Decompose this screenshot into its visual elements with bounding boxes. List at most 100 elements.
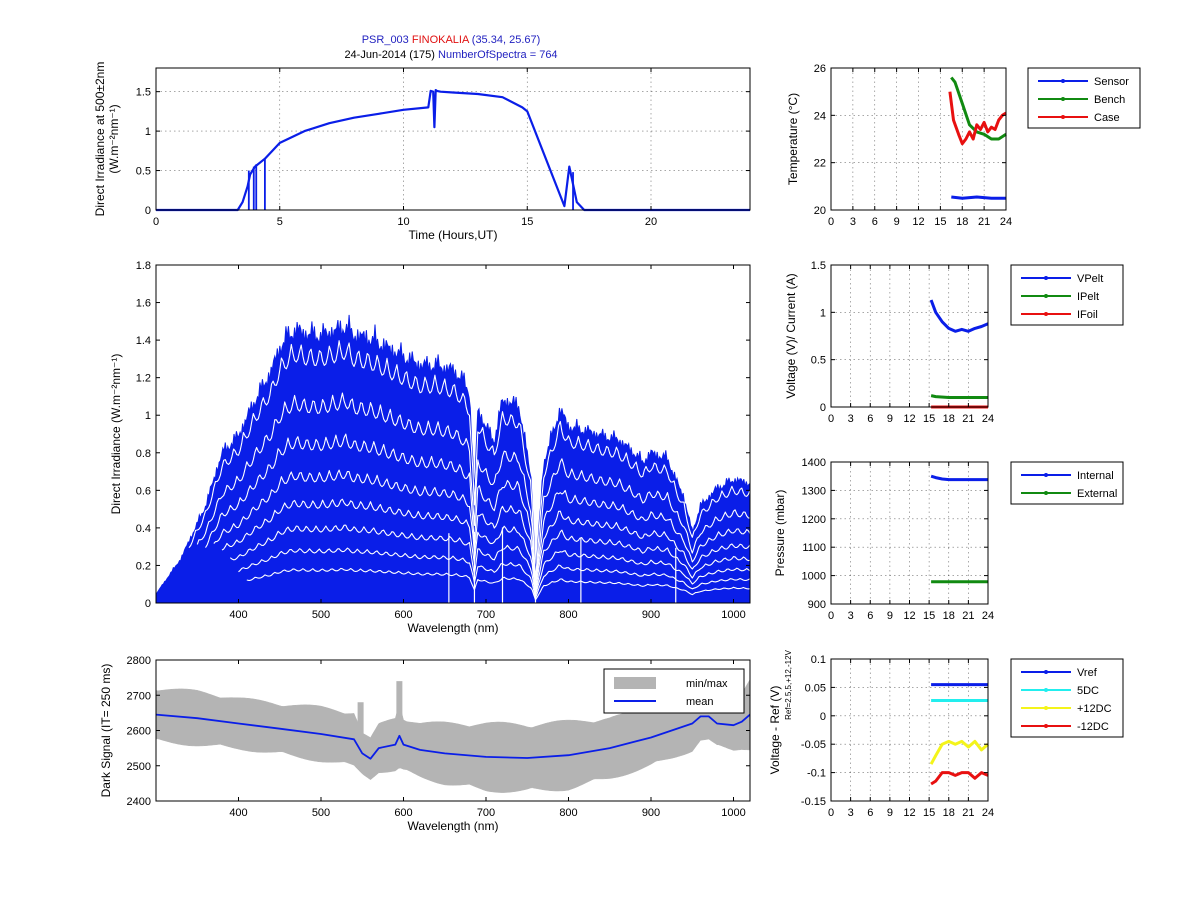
y-tick-label: 26 [814, 63, 826, 75]
x-tick-label: 12 [912, 216, 924, 228]
lower-spectrum-curve [205, 433, 751, 588]
plot-frame [155, 264, 751, 604]
y-tick-label: -0.1 [807, 768, 826, 780]
legend-marker [1044, 473, 1048, 477]
y-tick-label: 0.5 [136, 166, 151, 178]
series-internal [930, 474, 988, 482]
x-tick-label: 24 [982, 807, 994, 819]
legend-label-12dc: +12DC [1077, 703, 1112, 715]
x-tick-label: 12 [903, 413, 915, 425]
y-tick-label: 1300 [802, 485, 826, 497]
x-axis-label: Wavelength (nm) [408, 819, 499, 833]
y-tick-label: 0 [820, 711, 826, 723]
legend-marker [1044, 670, 1048, 674]
y-tick-label: 0.6 [136, 485, 151, 497]
legend-marker [1044, 294, 1048, 298]
lower-spectrum-curve [246, 567, 751, 601]
x-tick-label: 500 [312, 609, 330, 621]
legend-marker [1044, 706, 1048, 710]
x-tick-label: 800 [559, 807, 577, 819]
x-tick-label: 6 [867, 807, 873, 819]
y-tick-label: 1.5 [811, 260, 826, 272]
x-tick-label: 6 [872, 216, 878, 228]
y-tick-label: 22 [814, 158, 826, 170]
y-tick-label: 1 [145, 410, 151, 422]
legend-label-bench: Bench [1094, 94, 1125, 106]
legend-label-ifoil: IFoil [1077, 309, 1098, 321]
timeseries-panel: 0 5 10 15 20 0 0.5 1 1.5 Time (Hours,UT) Direct Ir… [93, 62, 751, 242]
y-tick-label: 0 [145, 598, 151, 610]
x-tick-label: 18 [943, 610, 955, 622]
series-case [948, 91, 1007, 146]
lower-spectrum-curve [221, 498, 751, 594]
figure-title-line2: 24-Jun-2014 (175) NumberOfSpectra = 764 [344, 49, 557, 61]
x-tick-label: 9 [887, 807, 893, 819]
spectra-envelope [155, 314, 751, 604]
y-tick-label: 1100 [802, 542, 826, 554]
legend-label-5dc: 5DC [1077, 685, 1099, 697]
x-tick-label: 21 [962, 413, 974, 425]
legend-marker [1044, 312, 1048, 316]
legend-box [603, 668, 745, 714]
x-tick-label: 24 [982, 610, 994, 622]
lower-spectrum-curve [213, 469, 751, 592]
x-tick-label: 600 [394, 609, 412, 621]
legend-marker [1044, 491, 1048, 495]
y-tick-label: 1.6 [136, 298, 151, 310]
series-vpelt [929, 299, 989, 333]
legend-box [1010, 461, 1124, 505]
y-axis-label: Voltage - Ref (V) [768, 686, 782, 775]
legend-label-ipelt: IPelt [1077, 291, 1099, 303]
x-tick-label: 0 [828, 413, 834, 425]
figure-title-line1: PSR_003 FINOKALIA (35.34, 25.67) [362, 34, 541, 46]
irradiance-500nm-line [156, 88, 750, 212]
y-tick-label: 900 [808, 599, 826, 611]
x-tick-label: 15 [923, 807, 935, 819]
y-tick-label: 0.1 [811, 654, 826, 666]
series-12dc [930, 771, 989, 786]
lower-spectrum-curve [188, 340, 751, 581]
x-tick-label: 21 [978, 216, 990, 228]
x-tick-label: 9 [894, 216, 900, 228]
title-date: 24-Jun-2014 (175) [344, 49, 435, 61]
y-tick-label: 1.4 [136, 335, 151, 347]
y-tick-label: 0.05 [805, 682, 826, 694]
y-tick-label: 2400 [127, 796, 151, 808]
x-tick-label: 21 [962, 610, 974, 622]
x-tick-label: 24 [982, 413, 994, 425]
title-station: PSR_003 [362, 34, 409, 46]
legend-label-vpelt: VPelt [1077, 273, 1103, 285]
legend-label-12dc: -12DC [1077, 721, 1109, 733]
x-tick-label: 700 [477, 807, 495, 819]
legend-marker [1044, 276, 1048, 280]
y-tick-label: 1.8 [136, 260, 151, 272]
x-tick-label: 12 [903, 807, 915, 819]
series-12dc [929, 739, 989, 765]
legend-label-case: Case [1094, 112, 1120, 124]
mean-line [155, 713, 751, 760]
legend-marker [1044, 724, 1048, 728]
x-tick-label: 400 [229, 807, 247, 819]
x-tick-label: 18 [943, 807, 955, 819]
title-spectra-count: NumberOfSpectra = 764 [438, 49, 558, 61]
y-axis-label-line1: Direct Irradiance at 500±2nm [93, 62, 107, 217]
y-axis-label: Direct Irradiance (W.m⁻²nm⁻¹) [109, 354, 123, 515]
y-tick-label: -0.15 [801, 796, 826, 808]
legend-swatch-minmax [614, 677, 656, 689]
series-bench [950, 76, 1007, 141]
y-tick-label: -0.05 [801, 739, 826, 751]
y-tick-label: 0.8 [136, 448, 151, 460]
y-tick-label: 1 [145, 126, 151, 138]
y-axis-label: Temperature (°C) [786, 93, 800, 185]
legend-marker [1061, 97, 1065, 101]
x-tick-label: 0 [153, 216, 159, 228]
x-tick-label: 700 [477, 609, 495, 621]
y-axis-label-line2: (W.m⁻²nm⁻¹) [107, 104, 121, 173]
y-tick-label: 2600 [127, 726, 151, 738]
pressure-panel: 0 3 6 9 12 15 18 21 24 900 1000 1100 1200 1300 1400 Pre… [773, 457, 1124, 622]
x-tick-label: 9 [887, 610, 893, 622]
legend-marker [1044, 688, 1048, 692]
y-tick-label: 2500 [127, 761, 151, 773]
series-sensor [951, 195, 1006, 200]
x-tick-label: 0 [828, 216, 834, 228]
